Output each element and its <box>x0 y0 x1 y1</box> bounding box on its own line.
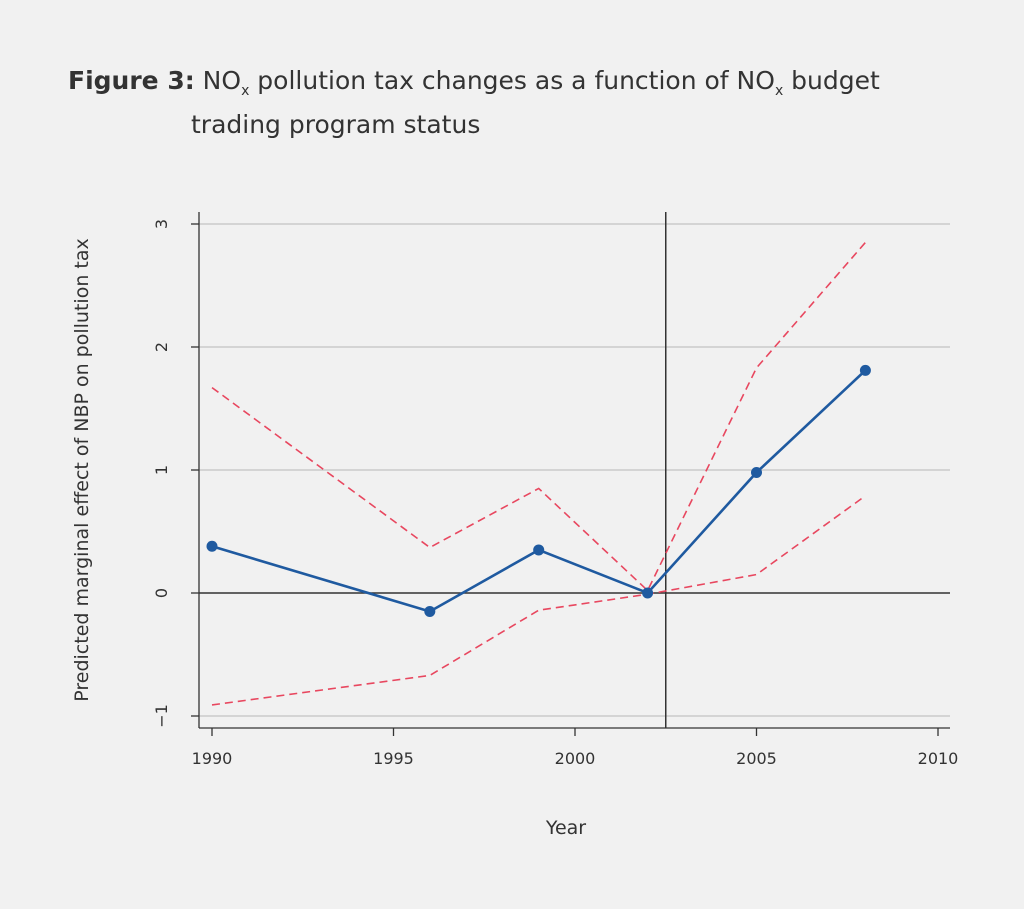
data-point <box>751 466 762 478</box>
estimate-line <box>211 369 867 613</box>
y-tick-label: 3 <box>152 219 171 229</box>
data-point <box>424 605 436 617</box>
x-tick-label: 2000 <box>555 749 596 768</box>
x-axis-label: Year <box>545 817 586 839</box>
data-point <box>642 587 654 599</box>
x-tick-label: 2010 <box>918 749 959 768</box>
y-tick-label: −1 <box>152 704 171 728</box>
title-text: NO <box>194 66 242 95</box>
y-tick-label: 1 <box>152 465 171 475</box>
y-tick-label: 2 <box>152 342 171 352</box>
data-point <box>533 544 545 556</box>
title-text: budget <box>783 66 880 95</box>
x-tick-label: 1990 <box>192 749 233 768</box>
title-subscript: x <box>241 83 250 99</box>
title-line-2: trading program status <box>191 110 481 139</box>
x-tick-label: 1995 <box>373 749 414 768</box>
y-axis-label: Predicted marginal effect of NBP on poll… <box>71 238 93 701</box>
data-point <box>859 364 871 376</box>
title-subscript: x <box>774 83 784 99</box>
y-tick-label: 0 <box>152 588 171 598</box>
figure-label: Figure 3: <box>68 66 195 95</box>
data-point <box>206 540 218 552</box>
upper-line <box>211 241 867 592</box>
lower-line <box>211 495 866 706</box>
title-text: pollution tax changes as a function of N… <box>249 66 775 95</box>
x-tick-label: 2005 <box>736 749 777 768</box>
figure-title: Figure 3: NOx pollution tax changes as a… <box>68 64 880 141</box>
